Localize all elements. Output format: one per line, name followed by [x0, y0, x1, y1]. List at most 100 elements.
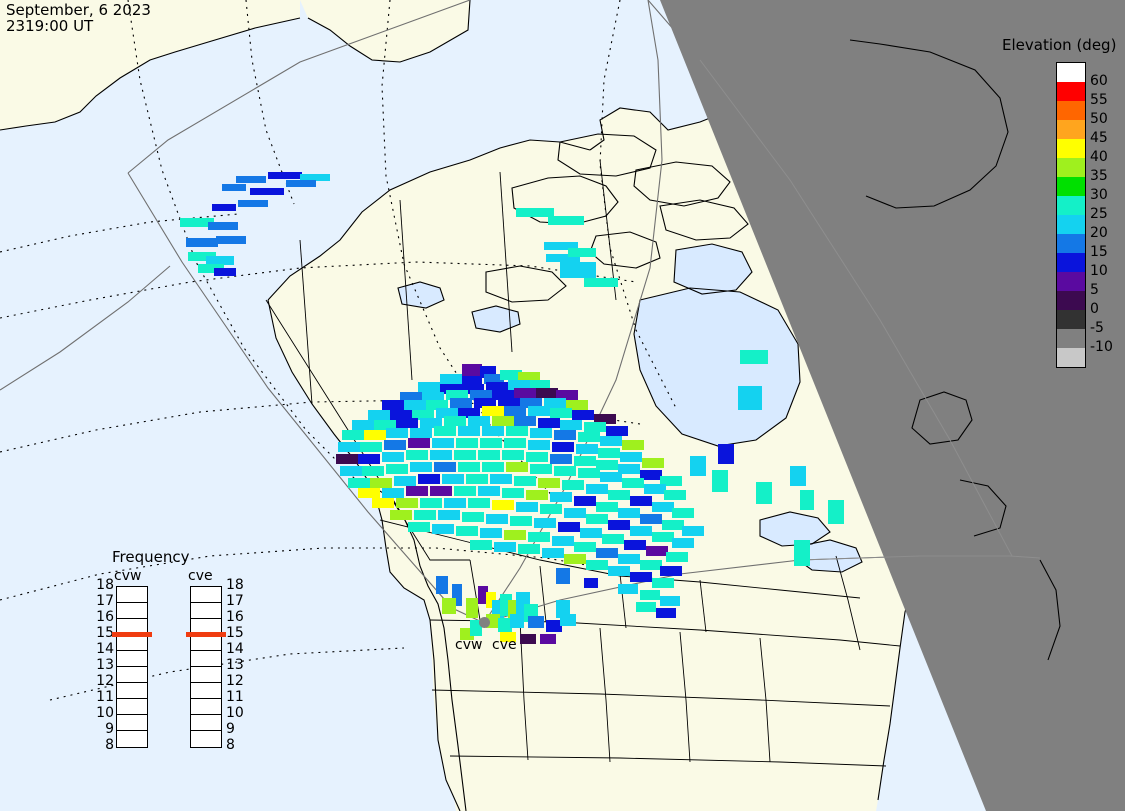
- backscatter-cell: [540, 504, 562, 514]
- backscatter-cell: [580, 528, 602, 538]
- backscatter-cell-group: [180, 172, 844, 644]
- backscatter-cell: [526, 452, 548, 462]
- backscatter-cell: [550, 492, 572, 502]
- frequency-tick-12: 12: [96, 673, 114, 689]
- backscatter-cell: [518, 372, 540, 382]
- backscatter-cell: [554, 466, 576, 476]
- backscatter-cell: [482, 406, 504, 416]
- backscatter-cell: [572, 410, 594, 420]
- backscatter-cell: [222, 184, 246, 191]
- backscatter-cell: [606, 426, 628, 436]
- backscatter-cell: [386, 428, 408, 438]
- backscatter-cell: [452, 584, 462, 606]
- backscatter-cell: [550, 408, 572, 418]
- backscatter-cell: [462, 376, 482, 386]
- backscatter-cell: [712, 470, 728, 492]
- frequency-scale-cve: [190, 586, 222, 748]
- frequency-tick-12: 12: [226, 673, 244, 689]
- backscatter-cell: [396, 418, 418, 428]
- backscatter-cell: [622, 440, 644, 450]
- backscatter-cell: [456, 438, 478, 448]
- backscatter-cell: [466, 598, 478, 618]
- backscatter-cell: [348, 478, 370, 488]
- backscatter-cell: [794, 540, 810, 566]
- backscatter-cell: [212, 204, 236, 211]
- colorbar-legend: Elevation (deg) 60 55 50 45 40 35 30 25 20 15 10 5 0…: [1002, 36, 1125, 368]
- backscatter-cell: [740, 350, 768, 364]
- backscatter-cell: [442, 474, 464, 484]
- backscatter-cell: [498, 398, 520, 408]
- backscatter-cell: [596, 460, 618, 470]
- backscatter-cell: [180, 218, 214, 227]
- colorbar-tick-5: 5: [1090, 282, 1099, 298]
- frequency-tick-8: 8: [105, 737, 114, 753]
- frequency-tick-13: 13: [96, 657, 114, 673]
- backscatter-cell: [410, 462, 432, 472]
- backscatter-cell: [510, 614, 524, 628]
- backscatter-cell: [504, 406, 526, 416]
- frequency-cell: [117, 635, 147, 651]
- backscatter-cell: [564, 508, 586, 518]
- frequency-tick-16: 16: [96, 609, 114, 625]
- backscatter-cell: [188, 252, 216, 261]
- backscatter-cell: [520, 634, 536, 644]
- backscatter-cell: [214, 268, 236, 276]
- backscatter-cell: [364, 430, 386, 440]
- frequency-cell: [117, 667, 147, 683]
- backscatter-cell: [682, 526, 704, 536]
- backscatter-cell: [552, 442, 574, 452]
- backscatter-cell: [420, 418, 442, 428]
- backscatter-cell: [444, 416, 466, 426]
- backscatter-cell: [410, 428, 432, 438]
- backscatter-cell: [646, 546, 668, 556]
- frequency-tick-10: 10: [96, 705, 114, 721]
- backscatter-cell: [478, 450, 500, 460]
- backscatter-cell: [666, 552, 688, 562]
- backscatter-cell: [562, 480, 584, 490]
- backscatter-cell: [618, 508, 640, 518]
- frequency-tick-10: 10: [226, 705, 244, 721]
- backscatter-cell: [486, 514, 508, 524]
- backscatter-cell: [756, 482, 772, 504]
- backscatter-cell: [598, 448, 620, 458]
- backscatter-cell: [406, 486, 428, 496]
- backscatter-cell: [440, 384, 462, 394]
- backscatter-cell: [412, 410, 434, 420]
- backscatter-cell: [404, 400, 426, 410]
- backscatter-cell: [436, 576, 448, 594]
- backscatter-cell: [644, 484, 666, 494]
- backscatter-cell: [574, 542, 596, 552]
- backscatter-cell: [568, 248, 596, 257]
- backscatter-cell: [502, 450, 524, 460]
- colorbar-swatch-0: [1057, 63, 1085, 82]
- backscatter-cell: [578, 468, 600, 478]
- colorbar-tick--5: -5: [1090, 320, 1104, 336]
- frequency-tick-11: 11: [226, 689, 244, 705]
- backscatter-cell: [618, 584, 638, 594]
- backscatter-cell: [434, 462, 456, 472]
- backscatter-cell: [574, 496, 596, 506]
- backscatter-cell: [586, 560, 608, 570]
- frequency-cell: [191, 635, 221, 651]
- backscatter-cell: [434, 426, 456, 436]
- backscatter-cell: [238, 200, 268, 207]
- colorbar-swatch-1: [1057, 82, 1085, 101]
- backscatter-cell: [528, 616, 544, 628]
- backscatter-cell: [620, 452, 642, 462]
- colorbar-tick-15: 15: [1090, 244, 1108, 260]
- backscatter-cell: [500, 370, 522, 380]
- colorbar-tick-35: 35: [1090, 168, 1108, 184]
- backscatter-cell: [510, 516, 532, 526]
- backscatter-cell: [600, 472, 622, 482]
- colorbar-swatch-2: [1057, 101, 1085, 120]
- backscatter-cell: [608, 520, 630, 530]
- backscatter-cell: [268, 172, 302, 179]
- backscatter-cell: [250, 188, 284, 195]
- backscatter-cell: [530, 464, 552, 474]
- inland-water-group: [398, 148, 862, 572]
- backscatter-cell: [342, 430, 364, 440]
- backscatter-cell: [286, 180, 316, 187]
- backscatter-cell: [462, 384, 484, 394]
- frequency-tick-9: 9: [226, 721, 235, 737]
